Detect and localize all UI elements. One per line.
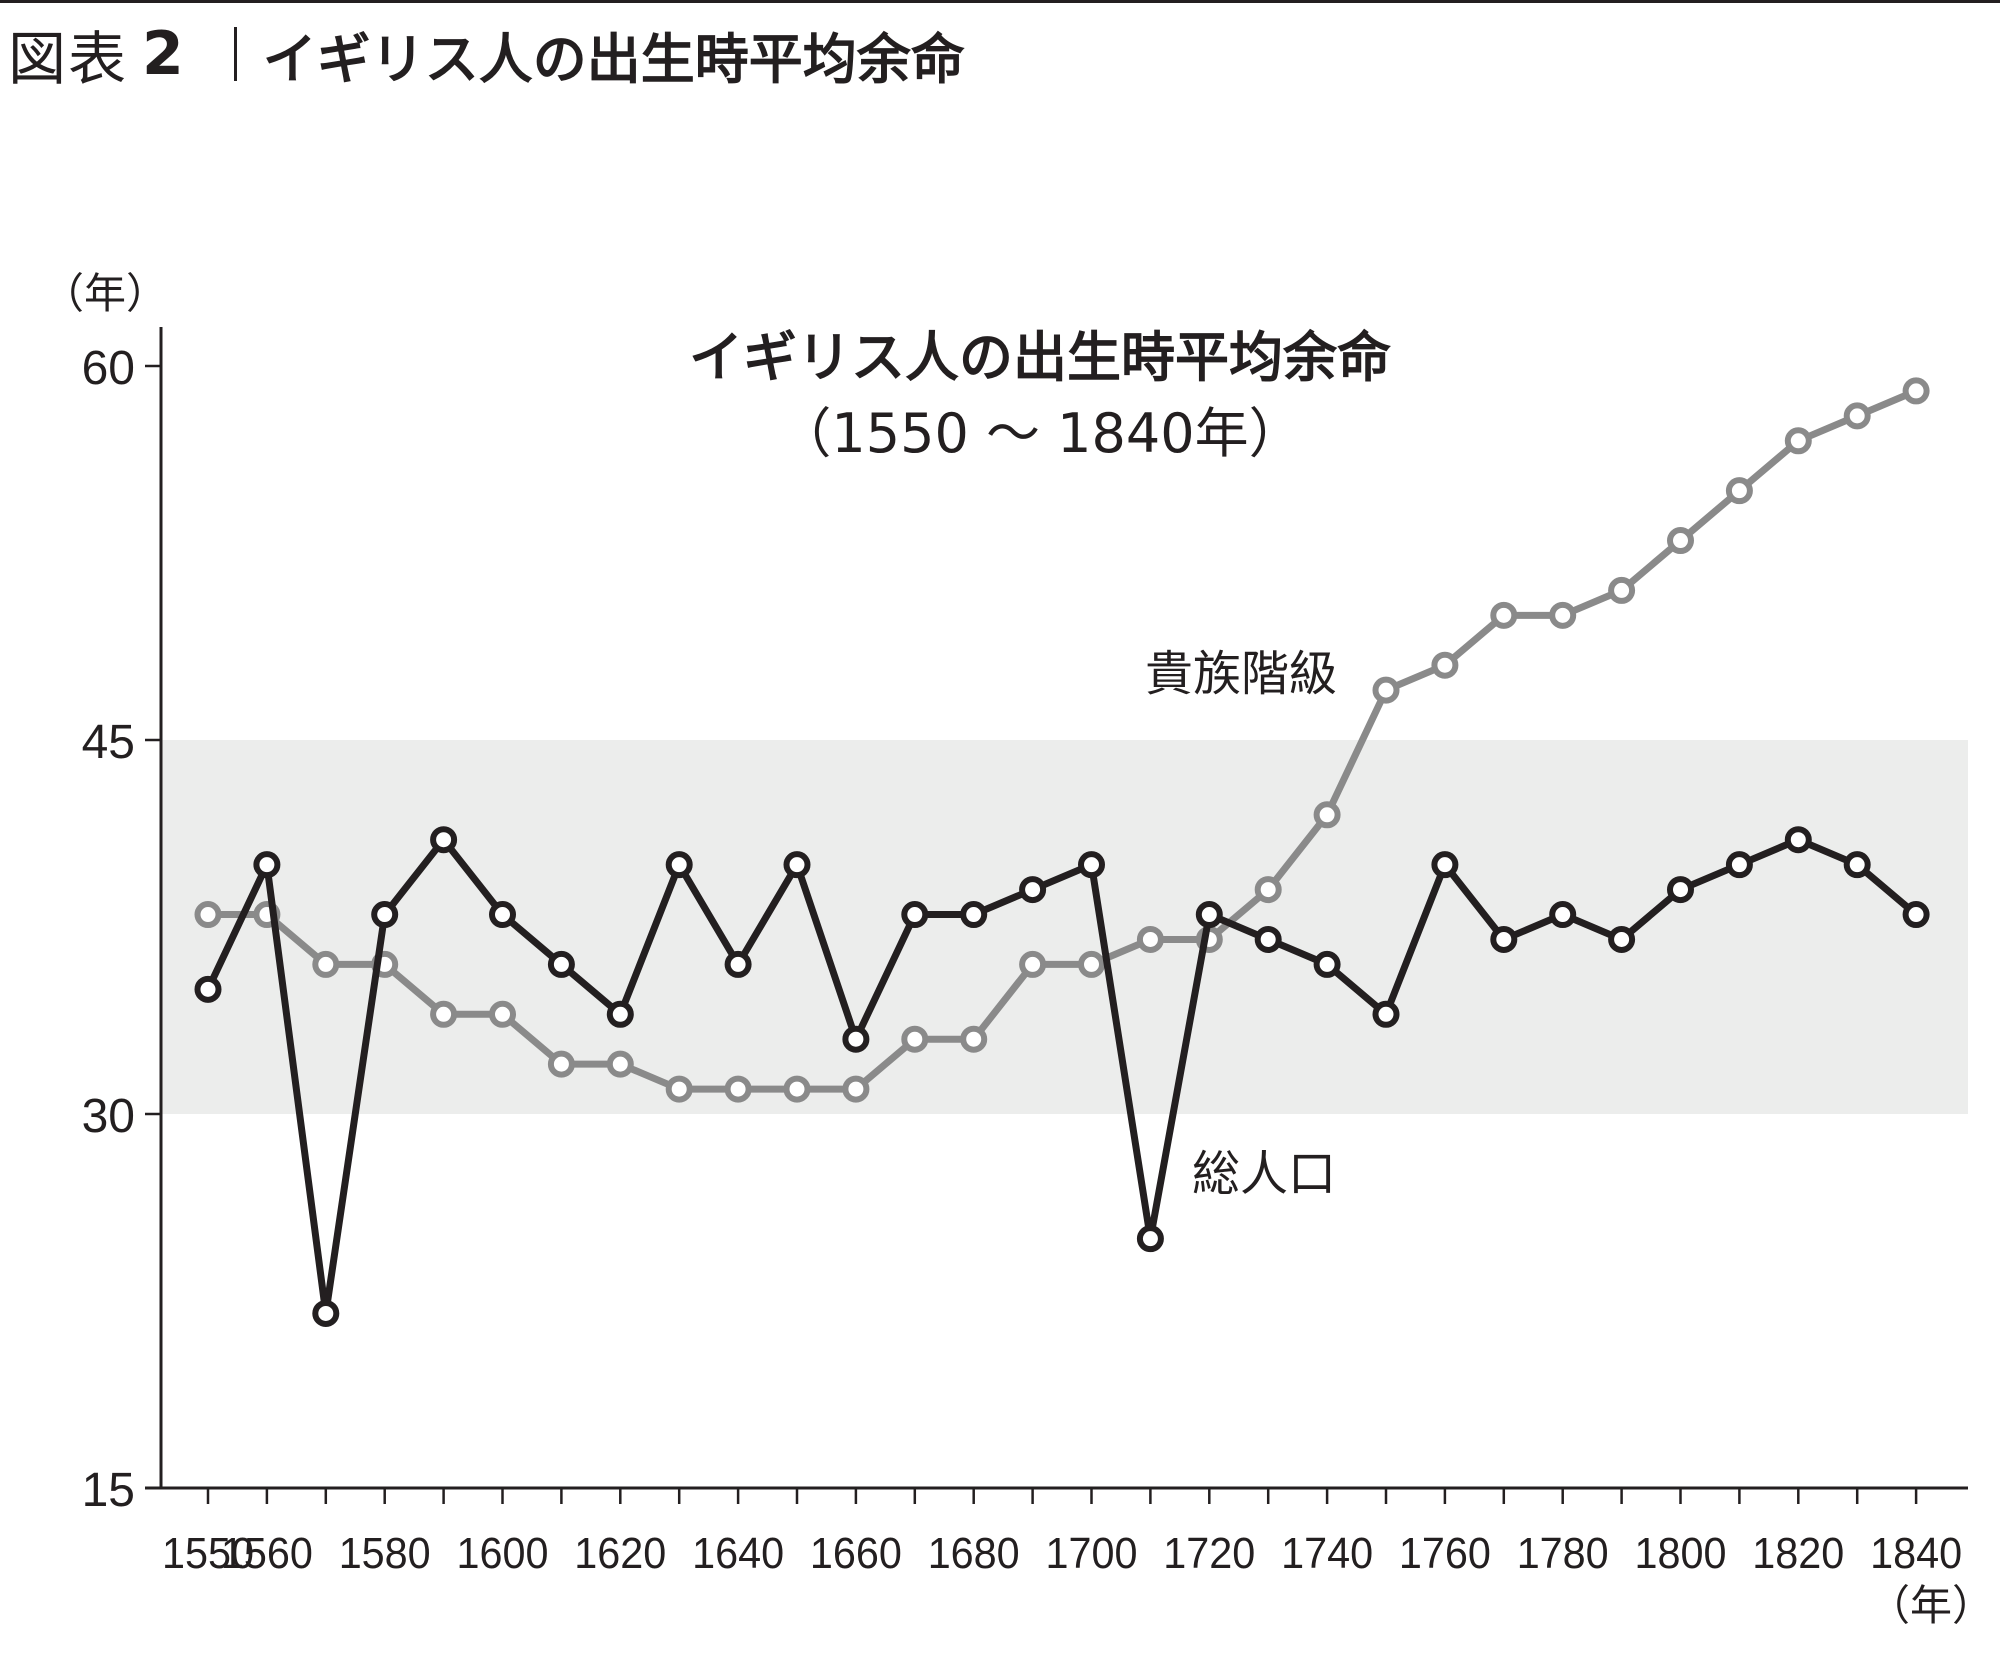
- data-point: [724, 950, 752, 978]
- data-point: [783, 1075, 811, 1103]
- series-group: [194, 377, 1930, 1327]
- data-point: [606, 1000, 634, 1028]
- data-point: [901, 1025, 929, 1053]
- x-tick-label: 1560: [221, 1529, 313, 1578]
- figure-title: イギリス人の出生時平均余命: [262, 27, 965, 91]
- data-point: [312, 1299, 340, 1327]
- x-tick-label: 1580: [339, 1529, 431, 1578]
- data-point: [1784, 826, 1812, 854]
- data-point: [901, 901, 929, 929]
- data-point: [1195, 901, 1223, 929]
- x-tick-label: 1720: [1163, 1529, 1255, 1578]
- x-tick-label: 1600: [457, 1529, 549, 1578]
- data-point: [1902, 901, 1930, 929]
- data-point: [1313, 950, 1341, 978]
- data-point: [1667, 527, 1694, 555]
- legend-label-total-population: 総人口: [1192, 1146, 1336, 1202]
- data-point: [1136, 1225, 1164, 1253]
- x-tick-label: 1800: [1635, 1529, 1727, 1578]
- chart-subtitle: （1550 ～ 1840年）: [777, 402, 1302, 465]
- data-point: [1843, 402, 1871, 430]
- x-tick-label: 1820: [1752, 1529, 1844, 1578]
- x-tick-label: 1620: [574, 1529, 666, 1578]
- data-point: [489, 901, 516, 929]
- data-point: [1372, 676, 1400, 704]
- data-point: [371, 901, 399, 929]
- data-point: [1019, 950, 1047, 978]
- data-point: [842, 1075, 870, 1103]
- x-tick-label: 1640: [692, 1529, 784, 1578]
- data-point: [1136, 925, 1164, 953]
- y-tick-label: 15: [82, 1464, 135, 1517]
- y-tick-marks: [145, 364, 161, 1490]
- data-point: [430, 826, 458, 854]
- data-point: [489, 1000, 516, 1028]
- data-point: [842, 1025, 870, 1053]
- x-tick-label: 1840: [1870, 1529, 1962, 1578]
- y-tick-label: 60: [82, 342, 135, 395]
- y-tick-labels: 15 30 45 60: [82, 342, 135, 1517]
- x-tick-label: 1680: [928, 1529, 1020, 1578]
- data-point: [783, 851, 811, 879]
- data-point: [253, 851, 281, 879]
- figure-prefix: 図表: [8, 25, 129, 93]
- x-axis-unit-label: （年）: [1868, 1581, 1994, 1630]
- data-point: [1019, 876, 1047, 904]
- x-tick-label: 1760: [1399, 1529, 1491, 1578]
- data-point: [1254, 925, 1282, 953]
- figure-header: 図表 2 イギリス人の出生時平均余命: [8, 14, 965, 94]
- data-point: [1372, 1000, 1400, 1028]
- data-point: [1902, 377, 1930, 405]
- data-point: [1667, 876, 1694, 904]
- data-point: [1608, 925, 1636, 953]
- series-total-population: [194, 826, 1930, 1327]
- data-point: [960, 1025, 988, 1053]
- data-point: [547, 950, 575, 978]
- y-axis-unit-label: （年）: [42, 269, 168, 318]
- data-point: [960, 901, 988, 929]
- data-point: [1608, 576, 1636, 604]
- data-point: [1549, 601, 1577, 629]
- x-tick-label: 1780: [1517, 1529, 1609, 1578]
- x-tick-label: 1660: [810, 1529, 902, 1578]
- x-tick-label: 1550: [162, 1529, 254, 1578]
- data-point: [724, 1075, 752, 1103]
- data-point: [1078, 851, 1105, 879]
- data-point: [1549, 901, 1577, 929]
- data-point: [606, 1050, 634, 1078]
- data-point: [1725, 851, 1753, 879]
- chart-title: イギリス人の出生時平均余命: [689, 326, 1391, 389]
- data-point: [665, 1075, 693, 1103]
- x-tick-label: 1700: [1046, 1529, 1138, 1578]
- data-point: [1490, 925, 1518, 953]
- top-rule: [0, 0, 2000, 3]
- data-point: [1431, 851, 1459, 879]
- data-point: [547, 1050, 575, 1078]
- data-point: [430, 1000, 458, 1028]
- shaded-range-band: [161, 740, 1968, 1114]
- data-point: [1078, 950, 1105, 978]
- data-point: [312, 950, 340, 978]
- data-point: [1431, 651, 1459, 679]
- data-point: [194, 901, 222, 929]
- data-point: [1313, 801, 1341, 829]
- data-point: [1843, 851, 1871, 879]
- figure-separator: [233, 27, 237, 81]
- data-point: [1725, 477, 1753, 505]
- data-point: [1784, 427, 1812, 455]
- x-tick-label: 1740: [1281, 1529, 1373, 1578]
- figure-number: 2: [142, 19, 184, 89]
- y-tick-label: 30: [82, 1090, 135, 1143]
- data-point: [1254, 876, 1282, 904]
- x-tick-marks: [206, 1488, 1918, 1504]
- data-point: [665, 851, 693, 879]
- legend-label-aristocracy: 貴族階級: [1145, 646, 1337, 702]
- data-point: [194, 975, 222, 1003]
- data-point: [1490, 601, 1518, 629]
- y-tick-label: 45: [82, 716, 135, 769]
